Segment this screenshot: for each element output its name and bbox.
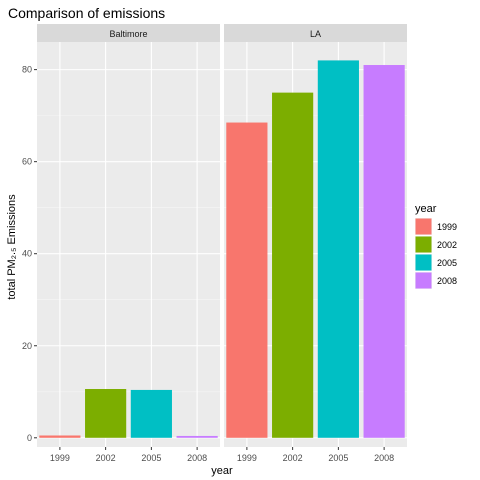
legend-swatch — [415, 236, 432, 253]
x-tick-label: 1999 — [50, 453, 70, 463]
bar-baltimore-2005 — [130, 389, 172, 438]
y-tick-label: 80 — [22, 65, 32, 75]
chart-title: Comparison of emissions — [8, 5, 165, 21]
bar-baltimore-2002 — [85, 389, 127, 438]
x-tick-label: 1999 — [237, 453, 257, 463]
bar-baltimore-1999 — [39, 435, 81, 438]
facet-strip-label: LA — [310, 29, 321, 39]
legend-swatch — [415, 218, 432, 235]
legend-item-2005: 2005 — [415, 254, 457, 271]
x-tick-label: 2008 — [187, 453, 207, 463]
minor-gridlines — [37, 115, 220, 393]
panel-background — [37, 42, 220, 447]
legend-title: year — [415, 203, 437, 215]
bar-la-2008 — [363, 65, 405, 438]
facet-strip — [224, 24, 407, 42]
y-tick-label: 60 — [22, 157, 32, 167]
legend: year 1999 2002 2005 2008 — [415, 203, 457, 289]
legend-label: 2002 — [437, 240, 457, 250]
bar-la-1999 — [226, 122, 268, 438]
bar-la-2005 — [317, 60, 359, 438]
legend-item-1999: 1999 — [415, 218, 457, 235]
x-tick-label: 2002 — [96, 453, 116, 463]
legend-swatch — [415, 272, 432, 289]
x-tick-label: 2005 — [141, 453, 161, 463]
facet-panels: Baltimore 1999 2002 2005 2008 LA 1999 2002 2005 2… — [37, 24, 407, 463]
facet-strip-label: Baltimore — [109, 29, 147, 39]
bar-la-2002 — [272, 92, 314, 438]
y-axis-label: total PM₂.₅ Emissions — [6, 194, 18, 300]
facet-panel-la: LA 1999 2002 2005 2008 — [224, 24, 407, 463]
legend-swatch — [415, 254, 432, 271]
major-gridlines — [37, 42, 220, 447]
legend-label: 2005 — [437, 258, 457, 268]
x-tick-label: 2002 — [283, 453, 303, 463]
x-axis-label: year — [211, 465, 233, 477]
legend-label: 2008 — [437, 276, 457, 286]
x-tick-label: 2005 — [328, 453, 348, 463]
facet-panel-baltimore: Baltimore 1999 2002 2005 2008 — [37, 24, 220, 463]
y-tick-label: 0 — [27, 433, 32, 443]
legend-item-2008: 2008 — [415, 272, 457, 289]
y-tick-label: 40 — [22, 249, 32, 259]
y-axis: 0 20 40 60 80 — [22, 65, 37, 443]
y-tick-label: 20 — [22, 341, 32, 351]
legend-item-2002: 2002 — [415, 236, 457, 253]
bar-baltimore-2008 — [176, 435, 218, 438]
facet-strip — [37, 24, 220, 42]
legend-label: 1999 — [437, 222, 457, 232]
x-tick-label: 2008 — [374, 453, 394, 463]
